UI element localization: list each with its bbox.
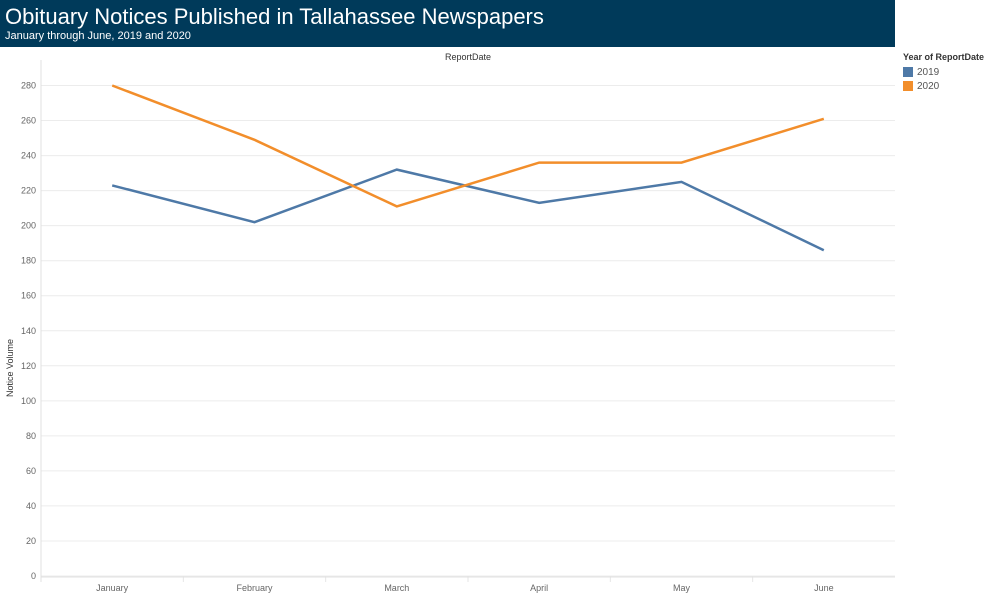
data-point-2020-april[interactable] xyxy=(536,160,542,166)
legend-label-2020: 2020 xyxy=(917,80,940,92)
y-tick-label: 60 xyxy=(26,466,36,476)
y-tick-label: 200 xyxy=(21,221,36,231)
title-banner: Obituary Notices Published in Tallahasse… xyxy=(0,0,895,47)
data-point-2020-may[interactable] xyxy=(679,160,685,166)
data-point-2020-june[interactable] xyxy=(821,116,827,122)
legend-item-2019[interactable]: 2019 xyxy=(903,65,1000,79)
y-tick-label: 280 xyxy=(21,81,36,91)
data-point-2019-march[interactable] xyxy=(394,167,400,173)
page-title: Obituary Notices Published in Tallahasse… xyxy=(5,4,544,29)
legend-item-2020[interactable]: 2020 xyxy=(903,79,1000,93)
legend-label-2019: 2019 xyxy=(917,66,940,78)
y-tick-label: 240 xyxy=(21,151,36,161)
y-tick-label: 160 xyxy=(21,291,36,301)
y-tick-label: 0 xyxy=(31,571,36,581)
series-line-2020[interactable] xyxy=(111,84,825,208)
data-point-2019-february[interactable] xyxy=(252,219,258,225)
y-tick-label: 100 xyxy=(21,396,36,406)
legend-swatch-2019 xyxy=(903,67,913,77)
x-tick-label-january: January xyxy=(96,583,129,593)
y-tick-label: 80 xyxy=(26,431,36,441)
data-point-2019-april[interactable] xyxy=(536,200,542,206)
y-tick-label: 120 xyxy=(21,361,36,371)
series-line-2019[interactable] xyxy=(111,168,825,252)
data-point-2020-march[interactable] xyxy=(394,203,400,209)
gridlines xyxy=(40,60,895,582)
data-point-2020-january[interactable] xyxy=(109,83,115,89)
y-tick-label: 260 xyxy=(21,116,36,126)
y-tick-label: 220 xyxy=(21,186,36,196)
y-tick-label: 140 xyxy=(21,326,36,336)
y-axis-title: Notice Volume xyxy=(5,339,15,397)
legend-swatch-2020 xyxy=(903,81,913,91)
legend-title: Year of ReportDate xyxy=(903,52,985,62)
line-chart: 020406080100120140160180200220240260280 … xyxy=(5,52,895,593)
data-point-2019-may[interactable] xyxy=(679,179,685,185)
x-axis-ticks: January February March April May June xyxy=(96,583,833,593)
x-tick-label-june: June xyxy=(814,583,834,593)
page-subtitle: January through June, 2019 and 2020 xyxy=(5,30,191,42)
x-axis-title: ReportDate xyxy=(445,52,491,62)
x-tick-label-february: February xyxy=(236,583,273,593)
y-axis-ticks: 0 20 40 60 80 100 120 140 160 180 200 220 240 260 280 xyxy=(21,81,36,581)
y-tick-label: 40 xyxy=(26,501,36,511)
y-tick-label: 180 xyxy=(21,256,36,266)
y-tick-label: 20 xyxy=(26,536,36,546)
x-tick-label-april: April xyxy=(530,583,548,593)
legend: Year of ReportDate 2019 2020 xyxy=(903,52,1000,93)
data-point-2019-june[interactable] xyxy=(821,247,827,253)
x-tick-label-may: May xyxy=(673,583,691,593)
x-tick-label-march: March xyxy=(384,583,409,593)
data-point-2019-january[interactable] xyxy=(109,182,115,188)
data-point-2020-february[interactable] xyxy=(252,137,258,143)
series-lines xyxy=(109,83,827,253)
